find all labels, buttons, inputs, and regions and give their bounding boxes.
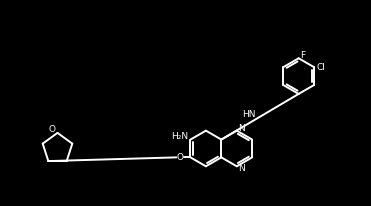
Text: N: N bbox=[238, 164, 244, 173]
Text: N: N bbox=[238, 124, 244, 133]
Text: O: O bbox=[49, 125, 55, 134]
Text: H₂N: H₂N bbox=[171, 132, 189, 141]
Text: HN: HN bbox=[242, 110, 256, 119]
Text: O: O bbox=[177, 153, 184, 162]
Text: Cl: Cl bbox=[316, 63, 325, 72]
Text: F: F bbox=[301, 51, 306, 60]
